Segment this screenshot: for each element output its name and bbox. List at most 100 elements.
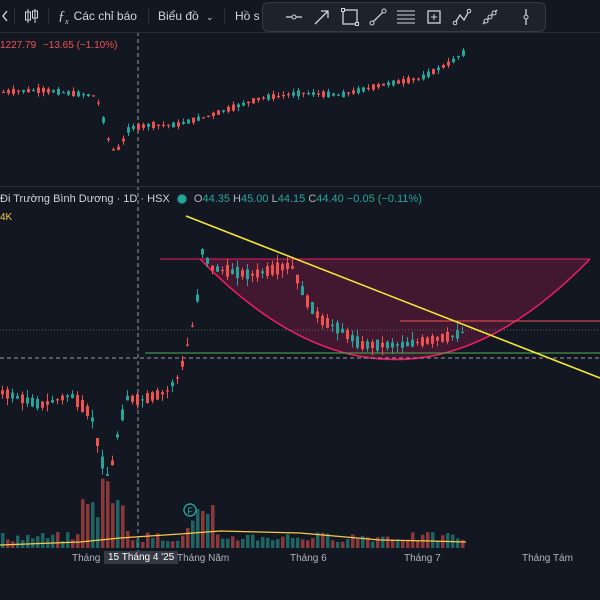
index-candle xyxy=(287,94,290,96)
volume-bar xyxy=(216,534,220,548)
scatter-tool-icon[interactable] xyxy=(479,6,501,28)
plus-box-icon[interactable] xyxy=(423,6,445,28)
volume-bar xyxy=(116,499,120,548)
indicators-label: Các chỉ báo xyxy=(73,9,137,23)
stock-candle xyxy=(331,324,334,327)
volume-bar xyxy=(146,532,150,548)
volume-bar xyxy=(181,535,185,548)
index-candle xyxy=(247,101,250,104)
fib-retracement-icon[interactable] xyxy=(395,6,417,28)
volume-bar xyxy=(71,539,75,548)
x-tick-label: Tháng Tám xyxy=(522,553,573,564)
volume-bar xyxy=(461,539,465,548)
index-candle xyxy=(332,93,335,96)
volume-bar xyxy=(401,540,405,548)
volume-bar xyxy=(376,537,380,548)
index-candle xyxy=(447,61,450,66)
toolbar-divider xyxy=(48,8,49,24)
index-candle xyxy=(22,89,25,92)
stock-candle xyxy=(111,460,114,466)
index-candle xyxy=(147,123,150,127)
index-candle xyxy=(187,119,190,124)
panel-separator[interactable] xyxy=(0,186,600,187)
stock-candle xyxy=(316,311,319,318)
volume-bar xyxy=(96,517,100,548)
horizontal-line-icon[interactable] xyxy=(283,6,305,28)
volume-bar xyxy=(251,534,255,548)
index-candle xyxy=(317,93,320,95)
volume-bar xyxy=(101,478,105,548)
index-candle xyxy=(57,88,60,95)
vertical-line-icon[interactable] xyxy=(515,6,537,28)
stock-candle xyxy=(36,399,39,409)
stock-candle xyxy=(256,269,259,278)
volume-bar xyxy=(41,532,45,548)
index-candle xyxy=(312,92,315,96)
stock-candle xyxy=(436,336,439,341)
x-tick-label: Tháng 7 xyxy=(404,553,441,564)
path-tool-icon[interactable] xyxy=(451,6,473,28)
index-candle xyxy=(272,94,275,99)
stock-candle xyxy=(181,360,184,367)
volume-bar xyxy=(76,534,80,548)
stock-candle xyxy=(126,395,129,401)
index-candle xyxy=(292,92,295,96)
stock-candle xyxy=(421,337,424,346)
candle-chart-icon[interactable] xyxy=(22,6,40,26)
low-value: 44.15 xyxy=(277,193,306,205)
trendline xyxy=(185,215,600,379)
volume-bar xyxy=(176,540,180,548)
volume-bar xyxy=(171,541,175,548)
arrow-tool-icon[interactable] xyxy=(311,6,333,28)
index-candle xyxy=(367,87,370,89)
volume-bar xyxy=(191,520,195,548)
stock-candle xyxy=(31,397,34,407)
stock-candle xyxy=(156,390,159,400)
stock-candle xyxy=(91,417,94,422)
stock-candle xyxy=(461,331,464,334)
index-legend: 1227.79 −13.65 (−1.10%) xyxy=(0,40,117,51)
open-value: 44.35 xyxy=(202,193,230,205)
stock-candle xyxy=(196,294,199,302)
index-candle xyxy=(267,94,270,100)
volume-bar xyxy=(206,513,210,548)
profile-button[interactable]: Hồ s xyxy=(235,9,260,23)
stock-candle xyxy=(151,392,154,401)
indicators-button[interactable]: ƒx Các chỉ báo xyxy=(58,6,137,26)
stock-candle xyxy=(71,394,74,398)
stock-candle xyxy=(136,394,139,405)
volume-bar xyxy=(396,539,400,548)
stock-candle xyxy=(81,400,84,412)
fx-icon: ƒx xyxy=(58,9,69,26)
stock-candle xyxy=(246,269,249,280)
market-status-icon xyxy=(176,194,187,205)
stock-candle xyxy=(336,322,339,334)
index-candle xyxy=(127,127,130,133)
toolbar-divider xyxy=(148,8,149,24)
trend-line-icon[interactable] xyxy=(367,6,389,28)
index-candle xyxy=(67,91,70,95)
stock-candle xyxy=(221,269,224,272)
index-candle xyxy=(407,77,410,84)
index-candle xyxy=(27,89,30,93)
index-candle xyxy=(7,90,10,94)
stock-candle xyxy=(321,315,324,326)
stock-candle xyxy=(51,399,54,403)
stock-candle xyxy=(271,264,274,275)
stock-candle xyxy=(56,399,59,401)
time-axis[interactable]: Tháng 15 Tháng 4 '25 Tháng Năm Tháng 6 T… xyxy=(0,550,600,568)
stock-candle xyxy=(311,302,314,314)
volume-bar xyxy=(321,532,325,548)
stock-candle xyxy=(161,392,164,395)
chevron-left-icon[interactable] xyxy=(0,6,10,26)
index-candle xyxy=(342,91,345,98)
volume-bar xyxy=(156,533,160,548)
volume-bar xyxy=(236,540,240,548)
volume-bar xyxy=(66,532,70,548)
stock-candle xyxy=(406,341,409,347)
stock-candle xyxy=(411,339,414,347)
chart-type-button[interactable]: Biểu đồ ⌄ xyxy=(158,6,214,26)
rectangle-icon[interactable] xyxy=(339,6,361,28)
event-marker-label: F xyxy=(187,506,193,516)
